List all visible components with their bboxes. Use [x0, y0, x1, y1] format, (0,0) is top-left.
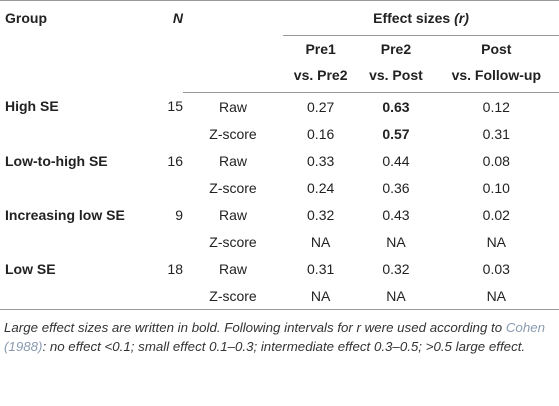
effect-value: 0.24 — [307, 179, 335, 196]
n-value: 15 — [167, 98, 183, 115]
effect-value: NA — [433, 282, 559, 310]
group-name: Low SE — [5, 260, 56, 277]
measure-type: Raw — [218, 260, 247, 277]
column-header: vs. Pre2 — [283, 62, 359, 93]
effect-value: 0.33 — [307, 152, 335, 169]
effect-value: 0.57 — [382, 125, 410, 142]
table-row: Low-to-high SE 16 Raw 0.33 0.44 0.08 — [0, 147, 559, 174]
measure-type: Z-score — [183, 282, 283, 310]
effect-value: 0.43 — [382, 206, 410, 223]
footnote-text: : no effect <0.1; small effect 0.1–0.3; … — [42, 339, 526, 354]
effect-value: 0.03 — [482, 260, 510, 277]
measure-type: Raw — [218, 152, 247, 169]
measure-type: Raw — [218, 98, 247, 115]
cell — [155, 282, 183, 310]
effect-value: 0.36 — [382, 179, 410, 196]
effect-symbol: (r) — [454, 10, 469, 26]
effect-table: Group N Effect sizes (r) Pre1 Pre2 Post vs… — [0, 0, 559, 310]
column-header: Pre1 — [305, 41, 336, 57]
effect-value: NA — [386, 233, 406, 250]
group-name: Increasing low SE — [5, 206, 125, 223]
footnote: Large effect sizes are written in bold. … — [0, 310, 559, 356]
effect-value: 0.32 — [382, 260, 410, 277]
effect-value: 0.16 — [307, 125, 335, 142]
measure-type: Z-score — [209, 125, 257, 142]
group-header: Group — [0, 0, 155, 93]
effect-value: 0.12 — [482, 98, 510, 115]
cell — [0, 282, 155, 310]
n-value: 9 — [175, 206, 183, 223]
effect-value: 0.44 — [382, 152, 410, 169]
column-header: Post — [481, 41, 512, 57]
footnote-text: Large effect sizes are written in bold. … — [4, 320, 506, 335]
effect-value: 0.10 — [482, 179, 510, 196]
measure-type: Z-score — [209, 179, 257, 196]
effect-value: 0.32 — [307, 206, 335, 223]
column-header: vs. Post — [358, 62, 434, 93]
effect-value: 0.27 — [307, 98, 335, 115]
table-row: Z-score 0.16 0.57 0.31 — [0, 120, 559, 147]
column-header: vs. Follow-up — [433, 62, 559, 93]
effect-value: 0.31 — [482, 125, 510, 142]
n-header: N — [155, 0, 183, 93]
table-row: Z-score NA NA NA — [0, 228, 559, 255]
cell — [155, 228, 183, 255]
table-row: Z-score NA NA NA — [0, 282, 559, 310]
effect-label: Effect sizes — [373, 10, 451, 26]
group-name: High SE — [5, 98, 59, 115]
table-row: Z-score 0.24 0.36 0.10 — [0, 174, 559, 201]
effect-value: 0.08 — [482, 152, 510, 169]
effect-value: NA — [283, 282, 359, 310]
cell — [155, 174, 183, 201]
effect-value: 0.31 — [307, 260, 335, 277]
table-row: Low SE 18 Raw 0.31 0.32 0.03 — [0, 255, 559, 282]
effect-value: NA — [310, 233, 331, 250]
cell — [0, 120, 155, 147]
measure-type: Z-score — [209, 233, 257, 250]
column-header: Pre2 — [380, 41, 412, 57]
cell — [155, 120, 183, 147]
effect-value: NA — [486, 233, 507, 250]
citation-link[interactable]: Cohen (1988) — [4, 320, 546, 354]
effect-value: 0.63 — [382, 98, 410, 115]
table-row: Increasing low SE 9 Raw 0.32 0.43 0.02 — [0, 201, 559, 228]
effect-value: 0.02 — [482, 206, 510, 223]
cell — [0, 174, 155, 201]
group-name: Low-to-high SE — [5, 152, 108, 169]
n-value: 18 — [167, 260, 183, 277]
effect-value: NA — [358, 282, 434, 310]
cell — [0, 228, 155, 255]
table-row: High SE 15 Raw 0.27 0.63 0.12 — [0, 93, 559, 121]
effect-header: Effect sizes (r) — [283, 0, 559, 36]
measure-type: Raw — [218, 206, 247, 223]
n-value: 16 — [167, 152, 183, 169]
